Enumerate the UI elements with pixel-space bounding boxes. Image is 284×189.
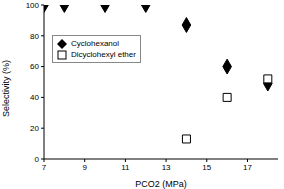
html-text:Dicyclohexyl ether: Dicyclohexyl ether [71,50,136,59]
svg-text:60: 60 [30,62,39,71]
html-text:Cyclohexanol: Cyclohexanol [71,39,119,48]
svg-text:7: 7 [42,163,47,172]
svg-text:15: 15 [202,163,211,172]
svg-text:Selectivity (%): Selectivity (%) [8,60,11,117]
svg-text:9: 9 [82,163,87,172]
svg-text:80: 80 [30,32,39,41]
svg-text:PCO2 (MPa): PCO2 (MPa) [135,179,187,189]
svg-text:0: 0 [35,155,40,164]
svg-text:100: 100 [26,1,40,10]
svg-text:20: 20 [30,124,39,133]
svg-text:40: 40 [30,93,39,102]
svg-text:13: 13 [162,163,171,172]
svg-text:11: 11 [121,163,130,172]
svg-text:17: 17 [243,163,252,172]
